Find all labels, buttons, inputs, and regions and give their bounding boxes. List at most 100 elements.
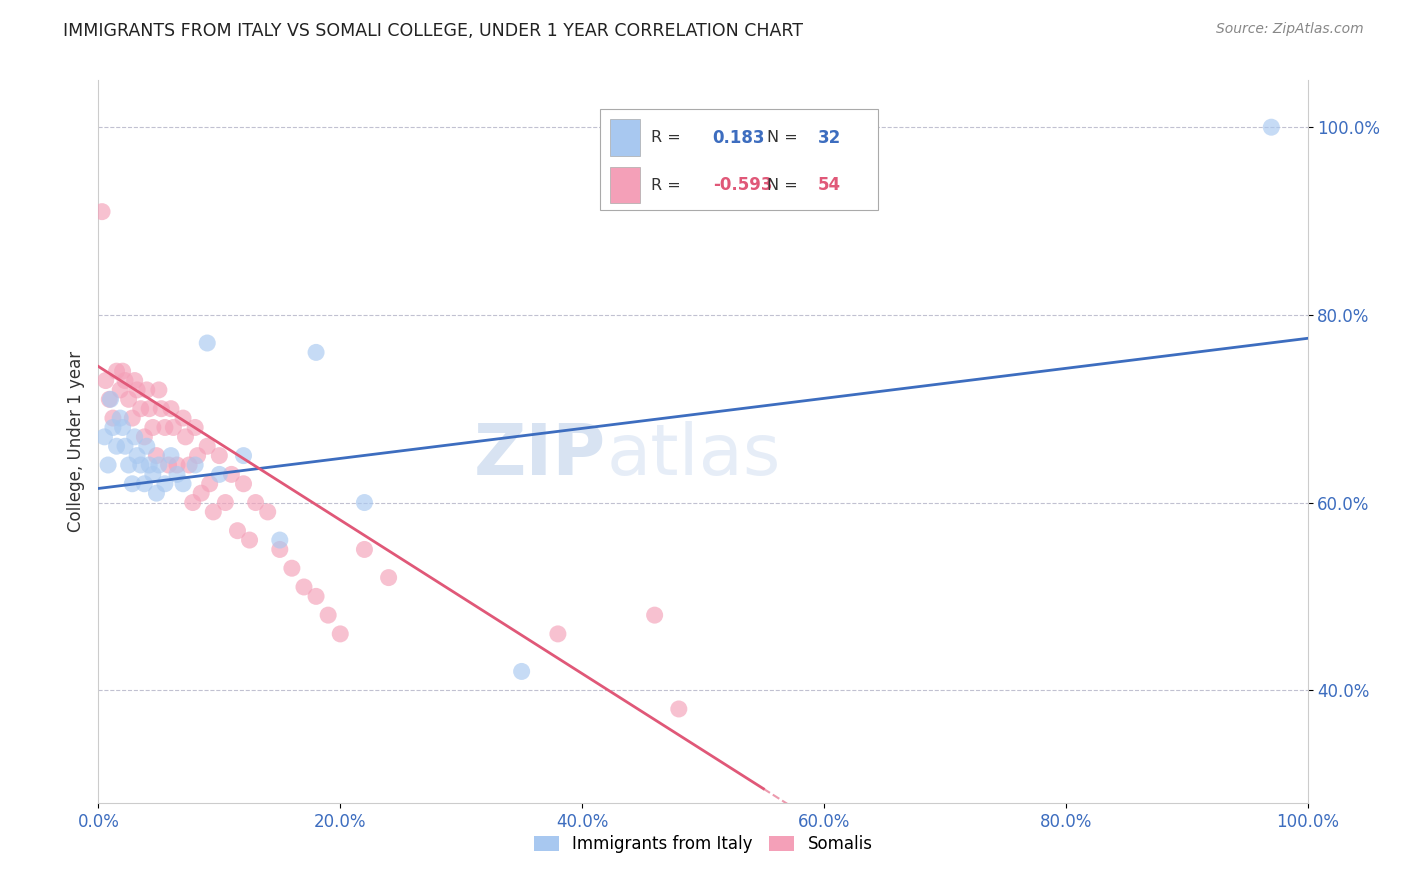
Legend: Immigrants from Italy, Somalis: Immigrants from Italy, Somalis [527, 828, 879, 860]
Point [111, 420, 134, 434]
Point [172, 476, 194, 491]
Point [166, 458, 188, 472]
Point [269, 533, 291, 547]
Point [269, 542, 291, 557]
Point [121, 476, 143, 491]
Point [127, 383, 149, 397]
Point [94, 374, 117, 388]
Point [190, 486, 212, 500]
Point [256, 505, 278, 519]
Point [129, 401, 152, 416]
Point [316, 608, 339, 623]
Point [184, 420, 207, 434]
Point [108, 383, 131, 397]
Point [160, 401, 183, 416]
Point [145, 486, 167, 500]
Point [138, 401, 160, 416]
Point [232, 449, 254, 463]
FancyBboxPatch shape [600, 109, 879, 211]
Point [118, 392, 141, 407]
Point [153, 476, 176, 491]
Point [305, 590, 328, 604]
Point [97, 458, 120, 472]
Point [160, 449, 183, 463]
Point [187, 449, 209, 463]
Point [329, 627, 352, 641]
FancyBboxPatch shape [610, 120, 640, 155]
Point [221, 467, 243, 482]
Text: -0.593: -0.593 [713, 176, 772, 194]
Point [153, 420, 176, 434]
Point [142, 420, 165, 434]
Point [292, 580, 315, 594]
Point [208, 467, 231, 482]
Point [226, 524, 249, 538]
Point [179, 458, 201, 472]
Text: R =: R = [651, 178, 686, 193]
Point [124, 430, 146, 444]
Point [184, 458, 207, 472]
Point [644, 608, 666, 623]
Point [91, 204, 114, 219]
Point [142, 467, 165, 482]
Point [105, 364, 128, 378]
Point [195, 439, 218, 453]
Text: Source: ZipAtlas.com: Source: ZipAtlas.com [1216, 22, 1364, 37]
Point [134, 430, 156, 444]
Point [202, 505, 225, 519]
Point [198, 476, 221, 491]
Point [93, 430, 115, 444]
Point [114, 374, 136, 388]
Point [181, 495, 204, 509]
Point [1260, 120, 1282, 135]
Point [281, 561, 304, 575]
Point [208, 449, 231, 463]
Point [353, 495, 375, 509]
Point [108, 411, 131, 425]
Point [134, 476, 156, 491]
Point [114, 439, 136, 453]
Point [105, 439, 128, 453]
Text: R =: R = [651, 130, 686, 145]
Point [148, 383, 170, 397]
Point [100, 392, 122, 407]
Point [148, 458, 170, 472]
Point [353, 542, 375, 557]
Point [166, 467, 188, 482]
Point [547, 627, 569, 641]
Point [127, 449, 149, 463]
Point [124, 374, 146, 388]
Text: atlas: atlas [606, 422, 780, 491]
Point [101, 411, 124, 425]
Text: N =: N = [768, 130, 803, 145]
Point [232, 476, 254, 491]
Point [245, 495, 267, 509]
Point [111, 364, 134, 378]
Text: IMMIGRANTS FROM ITALY VS SOMALI COLLEGE, UNDER 1 YEAR CORRELATION CHART: IMMIGRANTS FROM ITALY VS SOMALI COLLEGE,… [63, 22, 803, 40]
Point [135, 383, 157, 397]
Text: N =: N = [768, 178, 803, 193]
Point [162, 420, 184, 434]
Point [377, 571, 399, 585]
Text: 0.183: 0.183 [713, 128, 765, 146]
Point [145, 449, 167, 463]
Point [98, 392, 121, 407]
Point [150, 401, 173, 416]
Point [668, 702, 690, 716]
Point [239, 533, 262, 547]
Point [305, 345, 328, 359]
Text: ZIP: ZIP [474, 422, 606, 491]
Point [172, 411, 194, 425]
Text: 54: 54 [818, 176, 841, 194]
Y-axis label: College, Under 1 year: College, Under 1 year [66, 351, 84, 533]
FancyBboxPatch shape [610, 167, 640, 203]
Text: 32: 32 [818, 128, 841, 146]
Point [118, 458, 141, 472]
Point [510, 665, 533, 679]
Point [121, 411, 143, 425]
Point [129, 458, 152, 472]
Point [138, 458, 160, 472]
Point [135, 439, 157, 453]
Point [101, 420, 124, 434]
Point [195, 336, 218, 351]
